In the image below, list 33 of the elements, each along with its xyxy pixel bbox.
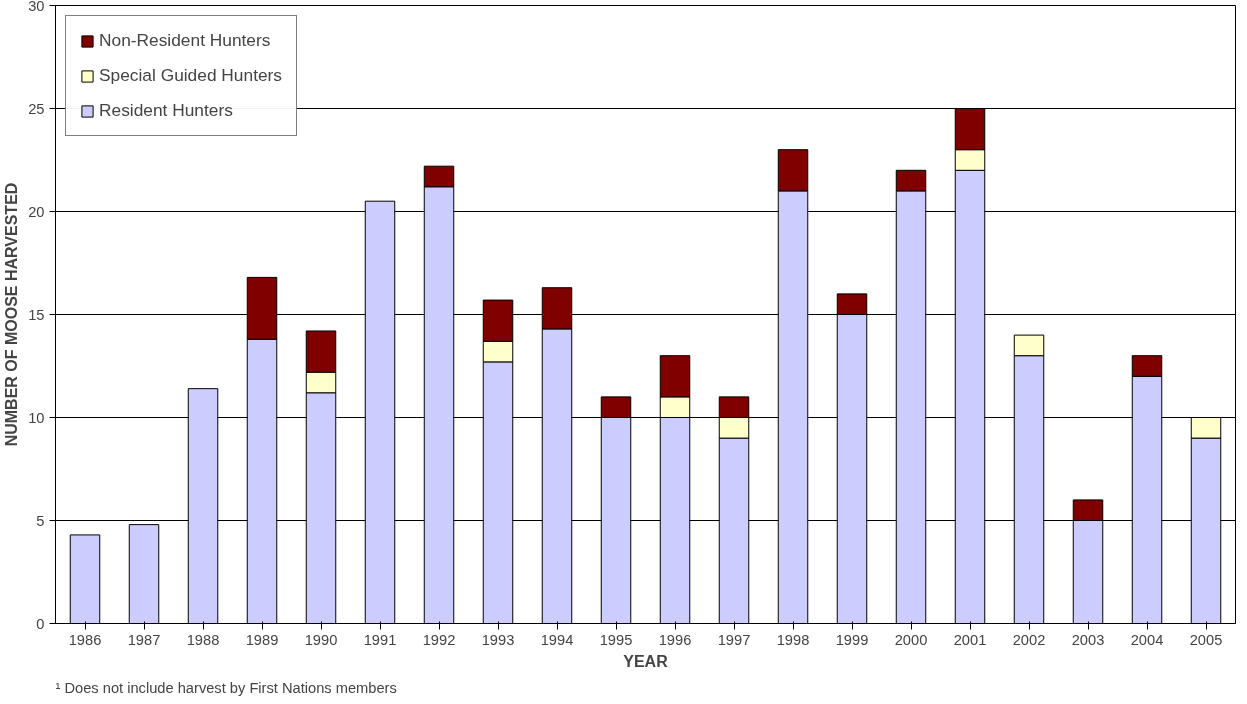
x-tick-label: 1997	[717, 631, 751, 648]
x-tick-label: 1991	[363, 631, 397, 648]
x-tick-label: 1987	[127, 631, 161, 648]
x-tick-label: 1996	[658, 631, 692, 648]
x-tick-label: 1994	[540, 631, 574, 648]
y-tick-label: 20	[28, 203, 45, 220]
legend-label: Non-Resident Hunters	[99, 30, 271, 51]
x-tick-label: 1998	[776, 631, 810, 648]
x-axis-title: YEAR	[623, 652, 669, 670]
x-tick-label: 1992	[422, 631, 456, 648]
x-tick-label: 2001	[953, 631, 987, 648]
x-tick-label: 1989	[245, 631, 279, 648]
x-tick-label: 2002	[1012, 631, 1046, 648]
legend-label: Resident Hunters	[99, 100, 233, 121]
y-tick-label: 30	[28, 0, 45, 14]
x-tick-label: 1986	[68, 631, 102, 648]
y-tick-label: 15	[28, 306, 45, 323]
y-axis-title: NUMBER OF MOOSE HARVESTED	[3, 182, 21, 447]
x-tick-label: 2000	[894, 631, 928, 648]
y-tick-label: 25	[28, 100, 45, 117]
x-tick-label: 1993	[481, 631, 515, 648]
x-tick-label: 2003	[1071, 631, 1105, 648]
y-tick-label: 0	[36, 615, 45, 632]
y-tick-label: 5	[36, 512, 45, 529]
y-tick-label: 10	[28, 409, 45, 426]
x-tick-label: 2005	[1189, 631, 1223, 648]
x-tick-label: 1988	[186, 631, 220, 648]
x-tick-label: 1990	[304, 631, 338, 648]
x-tick-label: 2004	[1130, 631, 1164, 648]
x-tick-label: 1999	[835, 631, 869, 648]
x-tick-label: 1995	[599, 631, 633, 648]
text: ¹ Does not include harvest by First Nations members	[55, 679, 397, 696]
legend-label: Special Guided Hunters	[99, 65, 283, 86]
